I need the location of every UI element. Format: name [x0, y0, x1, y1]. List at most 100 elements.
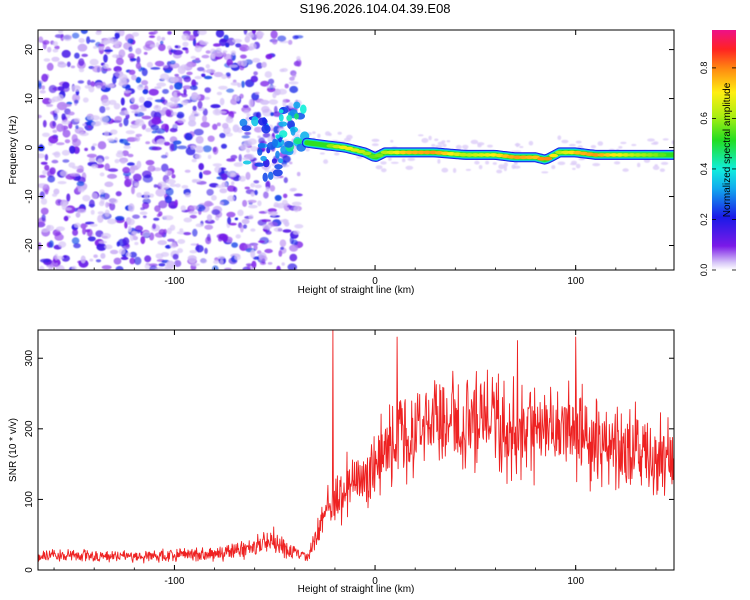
heat-cell [114, 159, 120, 164]
heat-cell [261, 61, 267, 68]
heat-cell [191, 158, 197, 163]
heat-cell [221, 143, 227, 149]
heat-cell [76, 208, 87, 214]
heat-cell [200, 258, 208, 264]
heat-cell [169, 76, 179, 83]
heat-cell [62, 129, 71, 138]
heat-cell [233, 186, 238, 193]
heat-cell [174, 199, 178, 207]
heat-cell [312, 131, 316, 134]
heat-cell [130, 97, 135, 103]
heat-transition-blob [278, 158, 284, 164]
heat-cell [169, 60, 176, 65]
snr-ytick-label: 200 [24, 420, 35, 437]
heat-cell [170, 96, 181, 103]
heat-transition-blob [300, 104, 307, 114]
heat-cell [131, 186, 135, 195]
heat-cell [158, 263, 166, 267]
heat-cell [265, 186, 270, 192]
heat-cell [226, 58, 233, 67]
heat-cell [212, 146, 217, 153]
heat-cell [270, 30, 278, 39]
colorbar-tick-label: 0.2 [699, 213, 709, 226]
heat-cell [135, 118, 144, 123]
heat-cell [276, 265, 281, 270]
heat-transition-blob [294, 113, 299, 120]
heat-cell [104, 156, 110, 160]
heat-transition-blob [263, 158, 270, 168]
heat-cell [97, 141, 107, 150]
heat-cell [622, 168, 629, 172]
heat-ridge-core [356, 149, 366, 154]
heat-cell [47, 175, 56, 183]
heat-cell [151, 130, 157, 134]
heat-cell [474, 160, 480, 165]
heat-cell [273, 227, 283, 232]
heat-cell [80, 30, 88, 34]
heat-cell [120, 256, 129, 260]
heat-cell [219, 132, 226, 139]
heat-cell [103, 49, 113, 53]
heat-cell [231, 181, 235, 186]
heat-cell [69, 172, 80, 177]
heat-cell [123, 145, 131, 149]
heat-cell [155, 188, 166, 197]
heat-cell [637, 162, 641, 168]
heat-cell [119, 122, 123, 127]
heat-cell [149, 44, 156, 48]
heat-cell [631, 143, 637, 147]
heat-cell [244, 131, 252, 136]
heat-cell [77, 43, 88, 52]
heat-cell [218, 233, 228, 241]
heat-cell [219, 188, 228, 194]
heat-cell [169, 85, 174, 90]
heat-cell [126, 218, 135, 226]
heat-cell [153, 104, 162, 111]
heat-cell [169, 143, 175, 152]
heat-cell [551, 165, 556, 170]
heat-cell [90, 209, 95, 215]
heat-ridge-core [657, 153, 667, 157]
heat-transition-blob [239, 118, 248, 127]
heat-cell [557, 135, 562, 140]
heat-cell [153, 30, 158, 34]
heat-cell [407, 157, 416, 161]
snr-xtick-label: 0 [372, 576, 378, 587]
heat-cell [248, 214, 254, 220]
heat-transition-blob [271, 158, 277, 164]
heat-cell [205, 50, 211, 54]
heat-cell [193, 128, 204, 136]
heat-cell [268, 99, 279, 105]
heat-cell [127, 53, 135, 59]
heat-cell [229, 64, 238, 68]
heat-cell [250, 228, 256, 232]
heat-cell [129, 251, 137, 258]
heat-cell [127, 153, 134, 158]
colorbar: 0.0 0.2 0.4 0.6 0.8 Normalized spectral ampl… [699, 30, 736, 276]
heat-cell [164, 69, 172, 74]
heat-cell [74, 99, 79, 104]
heat-cell [104, 244, 113, 250]
colorbar-ticks: 0.0 0.2 0.4 0.6 0.8 [699, 62, 736, 276]
heat-cell [145, 159, 155, 166]
heat-cell [223, 126, 231, 135]
heat-cell [465, 168, 471, 171]
heat-cell [257, 135, 261, 139]
heat-cell [498, 164, 505, 170]
heat-cell [305, 147, 310, 152]
heat-cell [190, 243, 198, 246]
heat-cell [154, 86, 162, 89]
heat-cell [328, 133, 332, 136]
snr-xtick-label: -100 [164, 576, 184, 587]
heat-cell [405, 165, 414, 170]
heat-cell [167, 31, 172, 35]
heat-cell [267, 262, 273, 265]
heat-cell [234, 253, 241, 261]
heat-cell [95, 259, 102, 263]
heat-cell [107, 173, 117, 179]
heat-cell [272, 92, 277, 99]
heat-cell [195, 153, 202, 160]
heat-cell [82, 194, 91, 202]
